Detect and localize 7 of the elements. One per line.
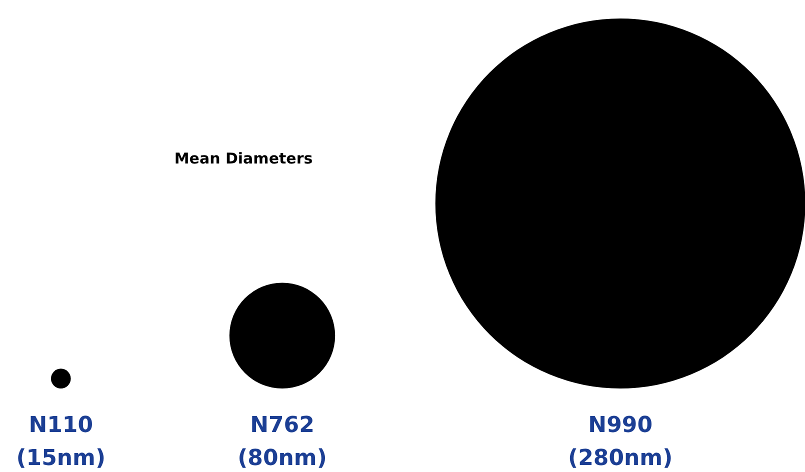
category-label: N110 bbox=[28, 413, 94, 438]
text: Mean Diameters bbox=[174, 150, 313, 168]
data-label: (80nm) bbox=[238, 446, 327, 471]
category-label: N762 bbox=[250, 413, 314, 438]
data-label: (280nm) bbox=[568, 446, 673, 471]
category-label: N990 bbox=[588, 413, 653, 438]
data-label: (15nm) bbox=[16, 446, 106, 471]
